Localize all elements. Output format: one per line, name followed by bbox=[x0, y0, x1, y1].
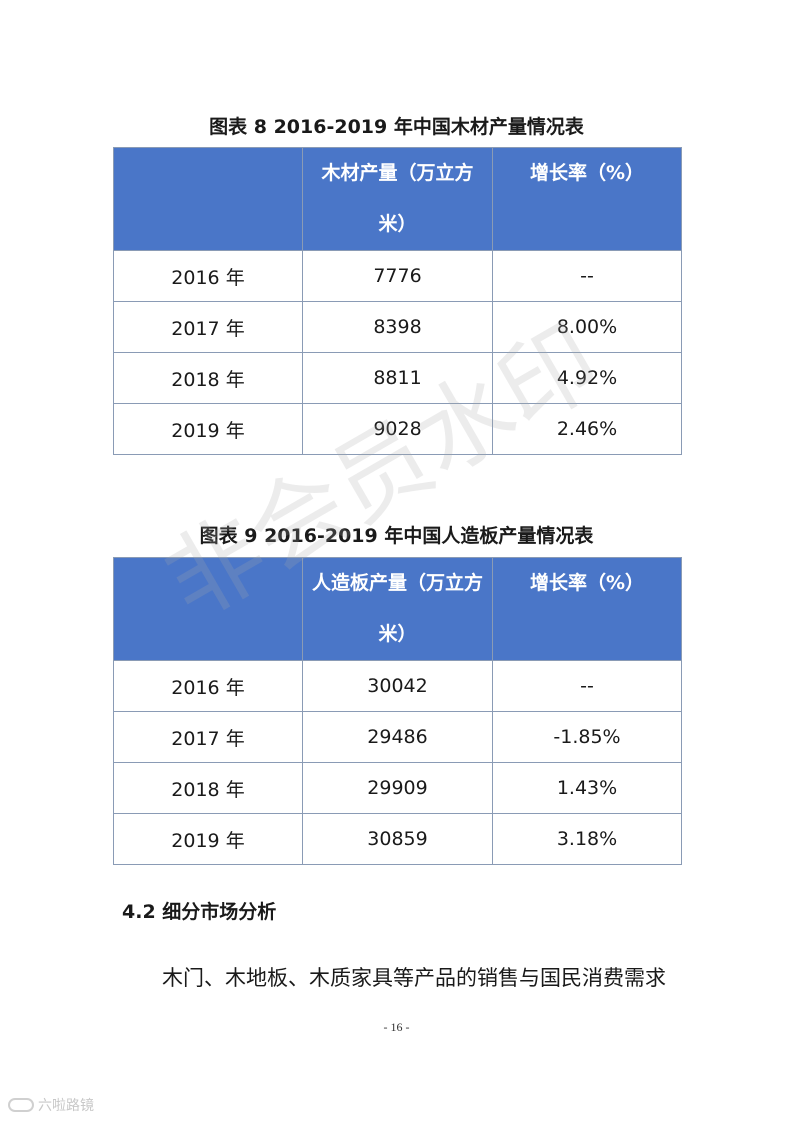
year-cell: 2018 年 bbox=[113, 352, 303, 404]
growth-cell: 3.18% bbox=[492, 813, 682, 865]
growth-cell: -- bbox=[492, 250, 682, 302]
table-header-row: 人造板产量（万立方米） 增长率（%） bbox=[113, 557, 682, 661]
header-cell: 增长率（%） bbox=[492, 557, 682, 661]
value-cell: 30859 bbox=[302, 813, 493, 865]
year-cell: 2017 年 bbox=[113, 711, 303, 763]
timber-production-table: 木材产量（万立方米） 增长率（%） 2016 年 7776 -- 2017 年 … bbox=[113, 147, 682, 455]
year-cell: 2018 年 bbox=[113, 762, 303, 814]
growth-cell: 8.00% bbox=[492, 301, 682, 353]
table-row: 2016 年 7776 -- bbox=[113, 250, 682, 302]
section-heading: 4.2 细分市场分析 bbox=[122, 901, 277, 923]
growth-cell: -- bbox=[492, 660, 682, 712]
value-cell: 8398 bbox=[302, 301, 493, 353]
value-cell: 30042 bbox=[302, 660, 493, 712]
brand-name: 六啦路镜 bbox=[38, 1098, 94, 1114]
year-cell: 2019 年 bbox=[113, 813, 303, 865]
brand-logo: 六啦路镜 bbox=[8, 1095, 94, 1115]
table-row: 2018 年 29909 1.43% bbox=[113, 762, 682, 814]
table-row: 2019 年 30859 3.18% bbox=[113, 813, 682, 865]
value-cell: 8811 bbox=[302, 352, 493, 404]
growth-cell: -1.85% bbox=[492, 711, 682, 763]
value-cell: 7776 bbox=[302, 250, 493, 302]
brand-mark-icon bbox=[8, 1098, 34, 1112]
table9-caption: 图表 9 2016-2019 年中国人造板产量情况表 bbox=[199, 525, 594, 547]
growth-cell: 1.43% bbox=[492, 762, 682, 814]
value-cell: 29486 bbox=[302, 711, 493, 763]
table-row: 2019 年 9028 2.46% bbox=[113, 403, 682, 455]
value-cell: 29909 bbox=[302, 762, 493, 814]
body-paragraph: 木门、木地板、木质家具等产品的销售与国民消费需求 bbox=[162, 966, 666, 990]
growth-cell: 2.46% bbox=[492, 403, 682, 455]
table-row: 2017 年 29486 -1.85% bbox=[113, 711, 682, 763]
table-row: 2017 年 8398 8.00% bbox=[113, 301, 682, 353]
growth-cell: 4.92% bbox=[492, 352, 682, 404]
header-cell: 人造板产量（万立方米） bbox=[302, 557, 493, 661]
panel-production-table: 人造板产量（万立方米） 增长率（%） 2016 年 30042 -- 2017 … bbox=[113, 557, 682, 865]
value-cell: 9028 bbox=[302, 403, 493, 455]
table-row: 2016 年 30042 -- bbox=[113, 660, 682, 712]
table8-caption: 图表 8 2016-2019 年中国木材产量情况表 bbox=[209, 116, 584, 138]
header-cell bbox=[113, 557, 303, 661]
page-number: - 16 - bbox=[383, 1020, 410, 1034]
year-cell: 2019 年 bbox=[113, 403, 303, 455]
header-cell: 增长率（%） bbox=[492, 147, 682, 251]
header-cell: 木材产量（万立方米） bbox=[302, 147, 493, 251]
year-cell: 2016 年 bbox=[113, 250, 303, 302]
year-cell: 2016 年 bbox=[113, 660, 303, 712]
header-cell bbox=[113, 147, 303, 251]
table-row: 2018 年 8811 4.92% bbox=[113, 352, 682, 404]
year-cell: 2017 年 bbox=[113, 301, 303, 353]
table-header-row: 木材产量（万立方米） 增长率（%） bbox=[113, 147, 682, 251]
